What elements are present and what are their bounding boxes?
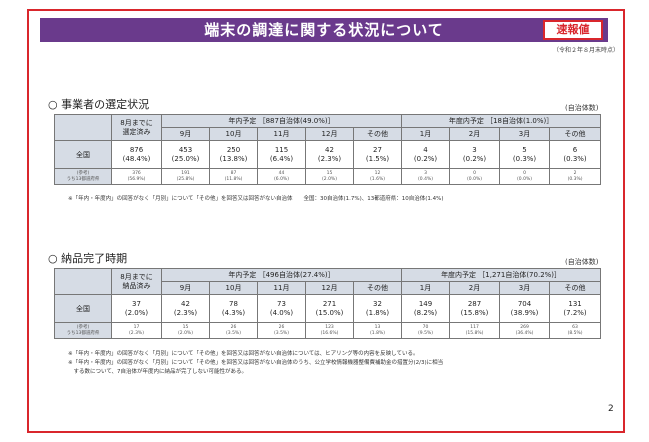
ref-row-label: (参考) うち13都道府県: [54, 168, 112, 185]
value-cell: 271 (15.0%): [305, 294, 354, 323]
month-header: 9月: [161, 281, 210, 295]
month-header: 10月: [209, 281, 258, 295]
value-cell: 453 (25.0%): [161, 140, 210, 169]
ref-cell: 3 (0.4%): [401, 168, 451, 185]
ref-cell: 63 (8.5%): [549, 322, 602, 339]
page-number: 2: [608, 404, 614, 414]
ref-cell: 26 (3.5%): [209, 322, 258, 339]
value-cell: 27 (1.5%): [352, 140, 403, 169]
ref-cell: 70 (9.5%): [401, 322, 451, 339]
value-cell: 149 (8.2%): [401, 294, 451, 323]
table-row-national: 全国 37 (2.0%) 42 (2.3%) 78 (4.3%) 73 (4.0…: [54, 294, 602, 323]
table-row-national: 全国 876 (48.4%) 453 (25.0%) 250 (13.8%) 1…: [54, 140, 602, 169]
header-group-within-year: 年内予定 ［496自治体(27.4%)］: [160, 268, 403, 282]
delivery-completion-table: 8月までに 納品済み 年内予定 ［496自治体(27.4%)］ 年度内予定 ［1…: [54, 268, 602, 339]
month-header: 3月: [499, 127, 551, 141]
month-header: 1月: [401, 281, 451, 295]
ref-cell: 87 (11.8%): [209, 168, 258, 185]
ref-cell: 17 (2.3%): [111, 322, 162, 339]
ref-cell: 376 (56.9%): [111, 168, 162, 185]
ref-cell: 44 (6.0%): [257, 168, 306, 185]
header-done: 8月までに 選定済み: [111, 114, 162, 141]
slide-frame: [27, 9, 625, 433]
value-cell: 73 (4.0%): [257, 294, 306, 323]
value-cell: 287 (15.8%): [449, 294, 501, 323]
value-cell: 131 (7.2%): [549, 294, 602, 323]
value-cell: 250 (13.8%): [209, 140, 258, 169]
month-header: 11月: [257, 281, 306, 295]
ref-row-label: (参考) うち13都道府県: [54, 322, 112, 339]
header-group-within-year: 年内予定 ［887自治体(49.0%)］: [160, 114, 403, 128]
month-header: その他: [549, 281, 602, 295]
month-header: 12月: [305, 127, 354, 141]
table-row-reference: (参考) うち13都道府県 376 (56.9%) 191 (25.8%) 87…: [54, 168, 602, 185]
value-cell: 42 (2.3%): [161, 294, 210, 323]
ref-cell: 15 (2.0%): [305, 168, 354, 185]
ref-cell: 0 (0.0%): [449, 168, 501, 185]
value-cell: 4 (0.2%): [401, 140, 451, 169]
ref-cell: 13 (1.8%): [352, 322, 403, 339]
table-row-reference: (参考) うち13都道府県 17 (2.3%) 15 (2.0%) 26 (3.…: [54, 322, 602, 339]
ref-cell: 0 (0.0%): [499, 168, 551, 185]
vendor-selection-table: 8月までに 選定済み 年内予定 ［887自治体(49.0%)］ 年度内予定 ［1…: [54, 114, 602, 185]
row-label: 全国: [54, 140, 112, 169]
section2-footnote-1: ※「年内・年度内」の回答がなく「月別」について「その他」を回答又は回答がない自治…: [68, 351, 419, 357]
row-label: 全国: [54, 294, 112, 323]
section2-footnote-2: ※「年内・年度内」の回答がなく「月別」について「その他」を回答又は回答がない自治…: [68, 360, 444, 366]
section1-footnote: ※「年内・年度内」の回答がなく「月別」について「その他」を回答又は回答がない自治…: [68, 196, 444, 202]
value-cell: 78 (4.3%): [209, 294, 258, 323]
value-cell: 704 (38.9%): [499, 294, 551, 323]
ref-cell: 2 (0.3%): [549, 168, 602, 185]
header-group-within-fiscal-year: 年度内予定 ［1,271自治体(70.2%)］: [401, 268, 602, 282]
value-cell: 3 (0.2%): [449, 140, 501, 169]
value-cell: 32 (1.8%): [352, 294, 403, 323]
section2-unit: (自治体数): [565, 258, 599, 266]
value-cell: 42 (2.3%): [305, 140, 354, 169]
ref-cell: 123 (16.6%): [305, 322, 354, 339]
header-done: 8月までに 納品済み: [111, 268, 162, 295]
value-cell: 6 (0.3%): [549, 140, 602, 169]
month-header: 2月: [449, 281, 501, 295]
header-group-within-fiscal-year: 年度内予定 ［18自治体(1.0%)］: [401, 114, 602, 128]
section1-unit: (自治体数): [565, 104, 599, 112]
month-header: 9月: [161, 127, 210, 141]
month-header: その他: [352, 127, 403, 141]
ref-cell: 26 (3.5%): [257, 322, 306, 339]
ref-cell: 15 (2.0%): [161, 322, 210, 339]
month-header: 11月: [257, 127, 306, 141]
month-header: 10月: [209, 127, 258, 141]
as-of-date: （令和２年８月末時点）: [552, 47, 619, 54]
section2-heading: ○ 納品完了時期: [48, 252, 128, 265]
corner-cell: [54, 268, 112, 295]
value-cell: 5 (0.3%): [499, 140, 551, 169]
month-header: 12月: [305, 281, 354, 295]
section1-heading: ○ 事業者の選定状況: [48, 98, 150, 111]
month-header: その他: [352, 281, 403, 295]
month-header: 2月: [449, 127, 501, 141]
value-cell: 115 (6.4%): [257, 140, 306, 169]
ref-cell: 191 (25.8%): [161, 168, 210, 185]
section2-footnote-3: する数について、7自治体が年度内に納品が完了しない可能性がある。: [68, 369, 248, 375]
ref-cell: 12 (1.6%): [352, 168, 403, 185]
month-header: 1月: [401, 127, 451, 141]
value-cell: 37 (2.0%): [111, 294, 162, 323]
preliminary-badge: 速報値: [543, 20, 603, 40]
month-header: その他: [549, 127, 602, 141]
ref-cell: 117 (15.8%): [449, 322, 501, 339]
corner-cell: [54, 114, 112, 141]
slide-title: 端末の調達に関する状況について: [40, 18, 608, 42]
value-cell: 876 (48.4%): [111, 140, 162, 169]
month-header: 3月: [499, 281, 551, 295]
ref-cell: 269 (36.4%): [499, 322, 551, 339]
month-header-row: 9月 10月 11月 12月 その他 1月 2月 3月 その他: [55, 281, 602, 295]
